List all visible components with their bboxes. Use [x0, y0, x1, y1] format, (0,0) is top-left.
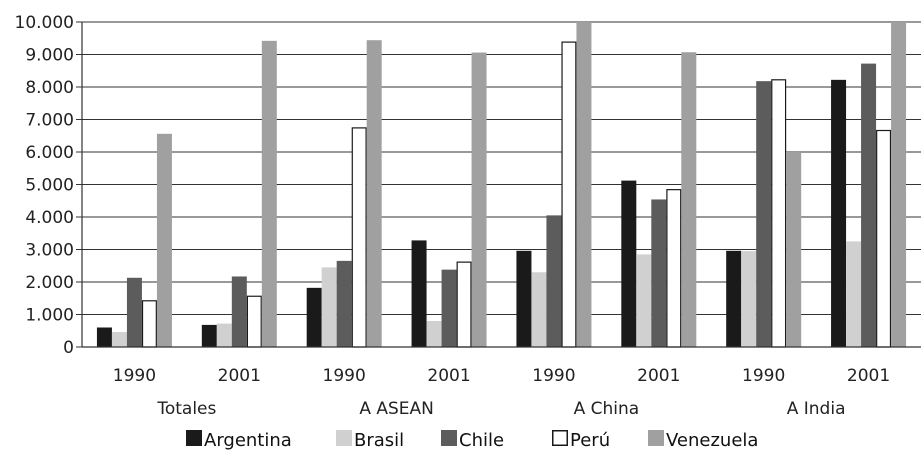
bar-argentina	[831, 79, 847, 347]
grid-lines	[82, 21, 921, 315]
bar-venezuela	[681, 52, 697, 347]
y-tick-label: 4.000	[25, 208, 74, 228]
bar-brasil	[741, 251, 757, 347]
bar-venezuela	[786, 152, 802, 347]
legend-swatch	[552, 430, 568, 446]
legend-label: Chile	[459, 430, 504, 451]
x-category-label: 1990	[323, 366, 366, 386]
bar-brasil	[636, 254, 652, 347]
x-group-label: A ASEAN	[359, 399, 434, 419]
bar-venezuela	[261, 40, 277, 347]
x-category-labels: 1990 2001 1990 2001 1990 2001 1990 2001	[113, 366, 890, 386]
legend-swatch	[441, 430, 457, 446]
bar-per	[771, 79, 787, 348]
bar-chile	[231, 276, 247, 347]
legend-label: Argentina	[204, 430, 292, 451]
bar-argentina	[621, 180, 637, 347]
bar-chile	[861, 63, 877, 347]
bar-argentina	[726, 250, 742, 347]
x-group-labels: Totales A ASEAN A China A India	[156, 399, 845, 419]
bar-per	[141, 300, 157, 348]
y-tick-label: 0	[63, 338, 74, 358]
legend-swatch	[648, 430, 664, 446]
bar-brasil	[426, 321, 442, 347]
legend-label: Brasil	[354, 430, 404, 451]
legend-swatch	[336, 430, 352, 446]
bar-venezuela	[471, 52, 487, 348]
bar-venezuela	[156, 133, 172, 347]
legend-label: Perú	[570, 430, 610, 451]
bar-brasil	[111, 332, 127, 347]
bar-venezuela	[366, 40, 382, 347]
bar-chile	[546, 215, 562, 347]
bar-argentina	[516, 250, 532, 347]
y-tick-label: 2.000	[25, 273, 74, 293]
y-tick-label: 7.000	[25, 111, 74, 131]
x-category-label: 2001	[637, 366, 680, 386]
y-tick-label: 5.000	[25, 176, 74, 196]
x-category-label: 1990	[742, 366, 785, 386]
bar-argentina	[306, 287, 322, 347]
legend-label: Venezuela	[666, 430, 758, 451]
x-category-label: 1990	[113, 366, 156, 386]
x-group-label: A India	[787, 399, 846, 419]
bar-per	[666, 189, 682, 348]
bar-argentina	[201, 324, 217, 347]
bar-per	[351, 127, 367, 348]
bar-argentina	[411, 240, 427, 347]
y-tick-label: 9.000	[25, 46, 74, 66]
bar-chile	[336, 260, 352, 347]
bar-chile	[126, 277, 142, 347]
x-category-label: 2001	[847, 366, 890, 386]
bar-chile	[441, 269, 457, 347]
legend-swatch	[186, 430, 202, 446]
x-category-label: 2001	[218, 366, 261, 386]
y-tick-label: 6.000	[25, 143, 74, 163]
y-tick-label: 10.000	[15, 13, 74, 33]
bars	[96, 22, 907, 348]
bar-per	[246, 295, 262, 348]
y-tick-label: 3.000	[25, 241, 74, 261]
x-group-label: A China	[574, 399, 640, 419]
x-category-label: 1990	[532, 366, 575, 386]
y-tick-labels: 0 1.000 2.000 3.000 4.000 5.000 6.000 7.000 8.00…	[15, 13, 82, 358]
bar-argentina	[96, 327, 112, 347]
bar-brasil	[216, 323, 232, 347]
bar-venezuela	[891, 22, 907, 347]
bar-chile	[756, 81, 772, 348]
y-tick-label: 1.000	[25, 306, 74, 326]
bar-per	[561, 41, 577, 348]
bar-venezuela	[576, 22, 592, 347]
bar-brasil	[846, 241, 862, 347]
x-group-label: Totales	[156, 399, 216, 419]
y-tick-label: 8.000	[25, 78, 74, 98]
bar-brasil	[531, 272, 547, 347]
bar-per	[456, 261, 472, 348]
bar-per	[876, 129, 892, 348]
bar-chile	[651, 199, 667, 347]
x-category-label: 2001	[427, 366, 470, 386]
legend: Argentina Brasil Chile Perú Venezuela	[186, 430, 758, 451]
bar-brasil	[321, 267, 337, 347]
